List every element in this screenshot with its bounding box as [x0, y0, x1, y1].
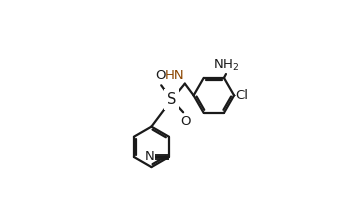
- Text: O: O: [180, 115, 190, 128]
- Text: NH$_2$: NH$_2$: [213, 58, 239, 73]
- Text: O: O: [155, 69, 166, 82]
- Text: N: N: [145, 150, 155, 163]
- Text: S: S: [167, 92, 176, 107]
- Text: HN: HN: [164, 69, 184, 82]
- Text: Cl: Cl: [236, 89, 248, 102]
